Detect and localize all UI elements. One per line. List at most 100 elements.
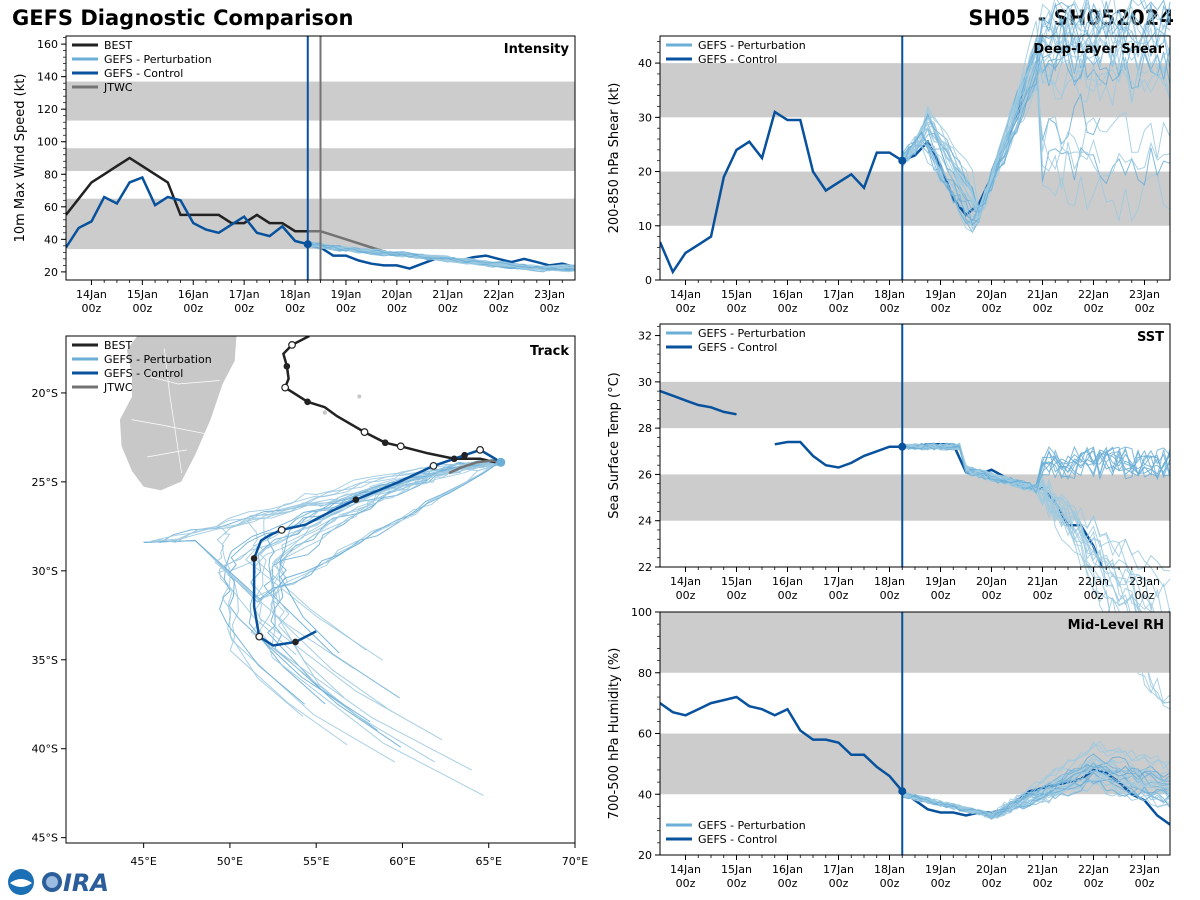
jtwc-track-path [448,459,502,475]
x-tick-label-hour: 00z [931,302,951,315]
track-plot-area [119,336,506,797]
lon-tick-label: 70°E [562,855,588,868]
x-tick-label-hour: 00z [1084,302,1104,315]
best-track-path [282,336,496,464]
y-tick-label: 40 [44,233,58,246]
x-tick-label-hour: 00z [829,302,849,315]
y-tick-label: 120 [37,103,58,116]
legend-label-perturbation: GEFS - Perturbation [104,353,212,366]
legend-label-control: GEFS - Control [698,53,777,66]
x-tick-label-hour: 00z [1084,589,1104,602]
y-tick-label: 40 [638,788,652,801]
x-tick-label-hour: 00z [336,302,356,315]
y-tick-label: 20 [638,166,652,179]
x-tick-label-day: 20Jan [976,863,1007,876]
x-tick-label-day: 17Jan [229,288,260,301]
legend-label-best: BEST [104,339,132,352]
y-tick-label: 28 [638,422,652,435]
x-tick-label-hour: 00z [982,589,1002,602]
perturbation-member-line [901,6,1171,221]
control-track-marker-filled [461,451,468,459]
control-track-marker-filled [250,555,258,562]
x-tick-label-hour: 00z [1033,589,1053,602]
init-position-marker [496,457,506,467]
y-tick-label: 0 [645,274,652,287]
lon-tick-label: 45°E [130,855,156,868]
x-tick-label-hour: 00z [438,302,458,315]
sst-panel-title: SST [1137,330,1164,345]
x-tick-label-hour: 00z [1033,302,1053,315]
figure-title: GEFS Diagnostic Comparison [12,6,354,30]
perturbation-member-line [901,20,1171,209]
x-tick-label-hour: 00z [676,589,696,602]
x-tick-label-day: 22Jan [1078,288,1109,301]
x-tick-label-hour: 00z [829,589,849,602]
x-tick-label-hour: 00z [778,877,798,890]
init-marker [303,240,312,249]
x-tick-label-hour: 00z [880,589,900,602]
x-tick-label-day: 20Jan [976,575,1007,588]
y-tick-label: 160 [37,38,58,51]
x-tick-label-day: 18Jan [874,288,905,301]
x-tick-label-day: 16Jan [772,863,803,876]
x-tick-label-hour: 00z [676,877,696,890]
threshold-band [660,474,1170,521]
x-tick-label-day: 21Jan [1027,575,1058,588]
threshold-band [660,63,1170,118]
admin-boundary [147,449,187,458]
control-track-path [252,448,502,647]
x-tick-label-hour: 00z [880,877,900,890]
y-tick-label: 100 [37,136,58,149]
x-tick-label-hour: 00z [778,302,798,315]
control-track-marker-open [429,461,438,470]
y-tick-label: 80 [44,168,58,181]
x-tick-label-day: 16Jan [772,575,803,588]
x-tick-label-hour: 00z [234,302,254,315]
y-tick-label: 60 [638,728,652,741]
best-track-marker-open [281,383,290,392]
perturbation-member-line [902,442,1171,489]
x-tick-label-hour: 00z [1135,302,1155,315]
best-track-marker-open [396,442,405,451]
x-tick-label-hour: 00z [727,877,747,890]
cira-logo: IRA [5,866,115,897]
x-tick-label-hour: 00z [727,302,747,315]
control-track-marker-open [277,526,286,534]
admin-boundary [163,348,182,474]
lat-tick-label: 30°S [32,565,58,578]
x-tick-label-day: 15Jan [721,575,752,588]
legend-label-control: GEFS - Control [104,67,183,80]
x-tick-label-day: 14Jan [670,575,701,588]
x-tick-label-day: 22Jan [483,288,514,301]
control-track-marker-filled [352,496,360,503]
perturbation-member-line [902,443,1171,491]
perturbation-members [307,240,576,273]
intensity-panel-title: Intensity [504,42,570,57]
y-tick-label: 22 [638,561,652,574]
x-tick-label-hour: 00z [1084,877,1104,890]
x-tick-label-hour: 00z [931,589,951,602]
x-tick-label-day: 18Jan [874,575,905,588]
x-tick-label-day: 19Jan [330,288,361,301]
x-tick-label-day: 21Jan [432,288,463,301]
x-tick-label-day: 15Jan [127,288,158,301]
x-tick-label-day: 22Jan [1078,863,1109,876]
best-track-marker-filled [450,455,458,463]
y-tick-label: 24 [638,515,652,528]
x-tick-label-day: 14Jan [670,288,701,301]
legend-label-control: GEFS - Control [698,341,777,354]
perturbation-member-line [901,1,1171,222]
perturbation-track-line [214,459,499,670]
perturbation-member-line [901,6,1171,215]
x-tick-label-hour: 00z [387,302,407,315]
perturbation-member-line [902,36,1101,216]
x-tick-label-day: 16Jan [772,288,803,301]
perturbation-member-line [902,443,1171,652]
x-tick-label-hour: 00z [829,877,849,890]
best-track-marker-open [288,340,296,349]
best-track-marker-filled [304,398,311,406]
x-tick-label-day: 15Jan [721,288,752,301]
y-axis-label: 10m Max Wind Speed (kt) [13,74,28,243]
best-track-marker-filled [381,439,389,447]
legend-label-perturbation: GEFS - Perturbation [698,39,806,52]
